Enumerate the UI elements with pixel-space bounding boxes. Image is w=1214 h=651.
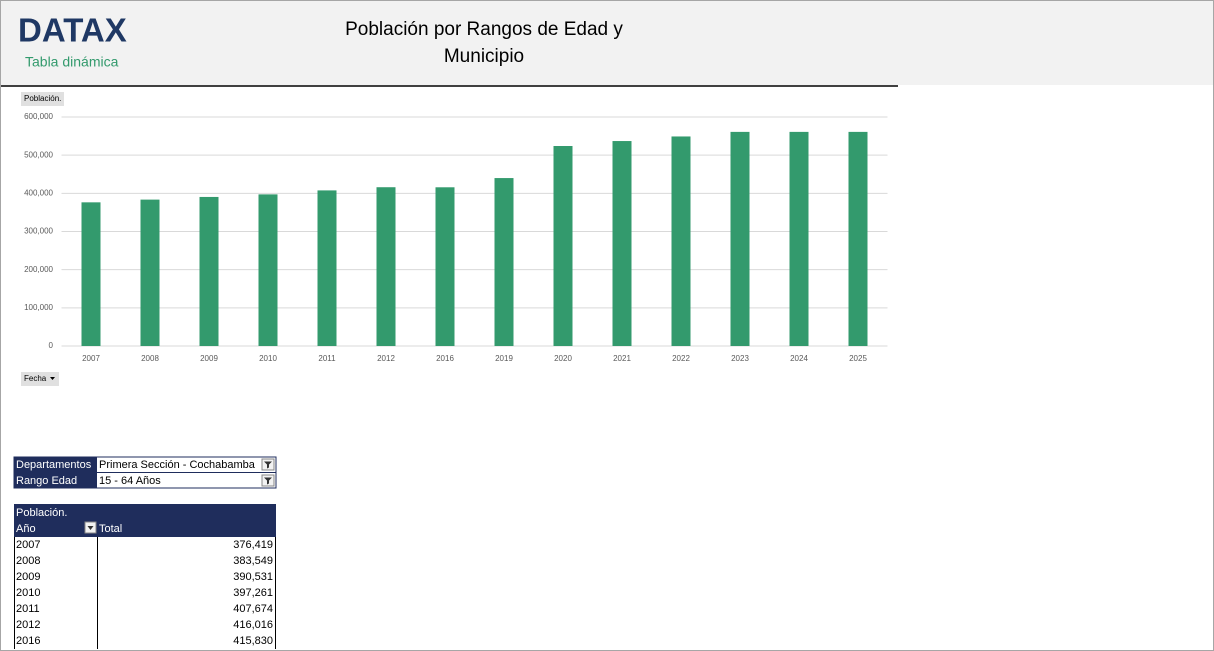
bar bbox=[435, 187, 455, 346]
y-tick-label: 200,000 bbox=[24, 265, 53, 274]
bar bbox=[494, 178, 514, 346]
row-year: 2012 bbox=[16, 619, 40, 631]
x-tick-label: 2016 bbox=[436, 354, 454, 363]
row-year: 2009 bbox=[16, 571, 40, 583]
filter-label: Departamentos bbox=[16, 459, 92, 471]
dropdown-arrow[interactable] bbox=[50, 377, 55, 380]
filter-label: Rango Edad bbox=[16, 475, 77, 487]
row-year: 2010 bbox=[16, 587, 40, 599]
bar bbox=[789, 131, 809, 346]
row-year: 2016 bbox=[16, 635, 40, 647]
bar bbox=[376, 187, 396, 346]
filter-icon bbox=[264, 461, 272, 469]
bar bbox=[140, 199, 160, 346]
row-year: 2011 bbox=[16, 603, 40, 615]
x-tick-label: 2025 bbox=[849, 354, 867, 363]
y-tick-label: 600,000 bbox=[24, 112, 53, 121]
filter-value: 15 - 64 Años bbox=[99, 475, 161, 487]
bar bbox=[317, 190, 337, 346]
filter-value: Primera Sección - Cochabamba bbox=[99, 459, 256, 471]
filter-labels bbox=[14, 457, 97, 488]
x-tick-label: 2020 bbox=[554, 354, 572, 363]
logo: DATAX bbox=[18, 12, 127, 49]
row-total: 415,830 bbox=[233, 635, 273, 647]
bar bbox=[730, 131, 750, 346]
row-total: 376,419 bbox=[233, 539, 273, 551]
x-tick-label: 2012 bbox=[377, 354, 395, 363]
filters: Departamentos Primera Sección - Cochabamb… bbox=[13, 456, 277, 489]
table-header: Total bbox=[99, 523, 122, 535]
value-field[interactable]: Población. bbox=[24, 94, 61, 103]
row-year: 2007 bbox=[16, 539, 40, 551]
y-tick-label: 0 bbox=[49, 341, 54, 350]
row-total: 407,674 bbox=[233, 603, 273, 615]
row-total: 390,531 bbox=[233, 571, 273, 583]
x-tick-label: 2010 bbox=[259, 354, 277, 363]
bar bbox=[553, 146, 573, 346]
y-tick-label: 100,000 bbox=[24, 303, 53, 312]
bar bbox=[258, 194, 278, 346]
x-tick-label: 2011 bbox=[318, 354, 336, 363]
bar bbox=[199, 196, 219, 346]
filter-icon bbox=[264, 477, 272, 485]
row-total: 383,549 bbox=[233, 555, 273, 567]
x-tick-label: 2009 bbox=[200, 354, 218, 363]
chart-title: Municipio bbox=[444, 46, 524, 67]
axis-field[interactable]: Fecha bbox=[24, 374, 47, 383]
bar bbox=[848, 131, 868, 346]
x-tick-label: 2024 bbox=[790, 354, 808, 363]
field-button[interactable] bbox=[21, 372, 59, 386]
x-tick-label: 2019 bbox=[495, 354, 513, 363]
x-tick-label: 2007 bbox=[82, 354, 100, 363]
field-button[interactable] bbox=[21, 92, 64, 106]
pivot-header bbox=[14, 504, 276, 537]
row-total: 397,261 bbox=[233, 587, 273, 599]
sort-icon bbox=[87, 526, 94, 530]
y-tick-label: 400,000 bbox=[24, 188, 53, 197]
x-tick-label: 2021 bbox=[613, 354, 631, 363]
x-tick-label: 2008 bbox=[141, 354, 159, 363]
header-band bbox=[1, 1, 1213, 85]
bar bbox=[612, 141, 632, 346]
y-tick-label: 300,000 bbox=[24, 227, 53, 236]
y-tick-label: 500,000 bbox=[24, 150, 53, 159]
table-header: Población. bbox=[16, 507, 67, 519]
row-total: 416,016 bbox=[233, 619, 273, 631]
x-tick-label: 2023 bbox=[731, 354, 749, 363]
logo-subtitle: Tabla dinámica bbox=[25, 54, 119, 70]
row-year: 2008 bbox=[16, 555, 40, 567]
bar bbox=[671, 136, 691, 346]
x-tick-label: 2022 bbox=[672, 354, 690, 363]
bar bbox=[81, 202, 101, 346]
pivot-table: Población. Año Total 2007 376,419 2008 383,549… bbox=[14, 504, 276, 649]
chart-title: Población por Rangos de Edad y bbox=[345, 19, 623, 40]
table-header: Año bbox=[16, 523, 36, 535]
